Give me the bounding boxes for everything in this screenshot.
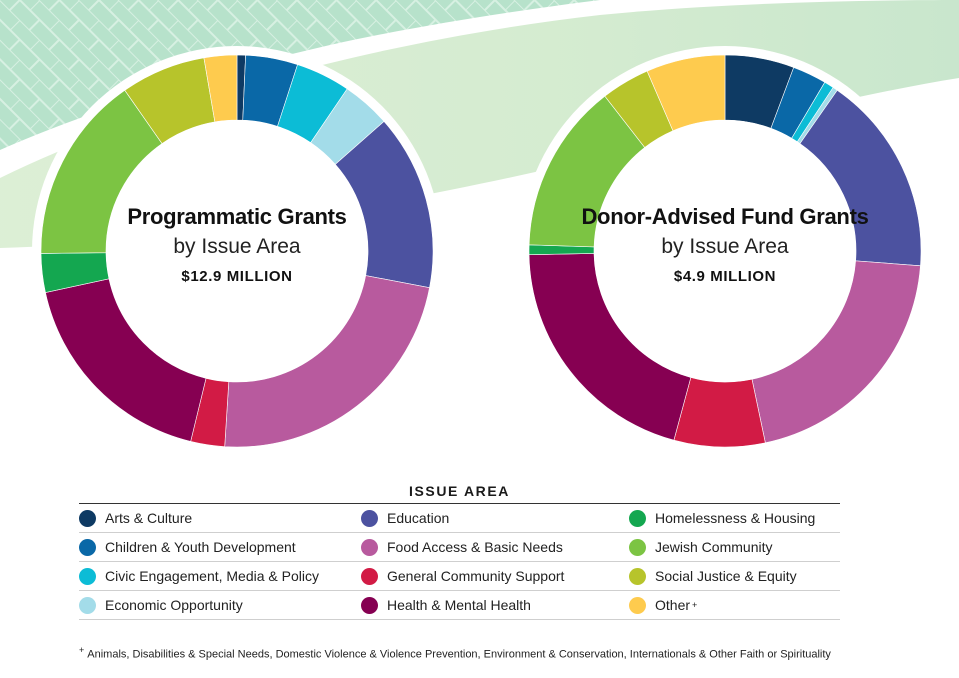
legend-label: Food Access & Basic Needs xyxy=(387,539,563,555)
footnote: + Animals, Disabilities & Special Needs, … xyxy=(79,645,831,661)
legend-item-arts: Arts & Culture xyxy=(79,509,361,527)
legend-item-general: General Community Support xyxy=(361,567,629,585)
chart-title: Donor-Advised Fund Grants xyxy=(581,204,869,229)
donut-hole xyxy=(594,120,856,382)
legend-item-civic: Civic Engagement, Media & Policy xyxy=(79,567,361,585)
legend-item-children: Children & Youth Development xyxy=(79,538,361,556)
legend-row: Children & Youth Development Food Access … xyxy=(79,533,840,562)
legend-swatch-civic xyxy=(79,567,96,585)
legend-item-food: Food Access & Basic Needs xyxy=(361,538,629,556)
legend-label: Health & Mental Health xyxy=(387,597,531,613)
legend-label: Civic Engagement, Media & Policy xyxy=(105,568,319,584)
legend-label: Economic Opportunity xyxy=(105,597,243,613)
legend-swatch-health xyxy=(361,596,378,614)
legend-item-social: Social Justice & Equity xyxy=(629,567,840,585)
programmatic-donut xyxy=(32,46,442,456)
chart-subtitle: by Issue Area xyxy=(173,235,301,258)
daf-center-label: Donor-Advised Fund Grants by Issue Area … xyxy=(575,201,875,288)
legend-label: Education xyxy=(387,510,450,526)
legend-grid: Arts & Culture Education Homelessness & Ho… xyxy=(79,504,840,620)
chart-total: $12.9 MILLION xyxy=(181,268,293,285)
legend-item-economic: Economic Opportunity xyxy=(79,596,361,614)
legend-item-homelessness: Homelessness & Housing xyxy=(629,509,840,527)
legend-item-health: Health & Mental Health xyxy=(361,596,629,614)
donut-hole xyxy=(106,120,368,382)
chart-total: $4.9 MILLION xyxy=(673,268,777,285)
legend-swatch-social xyxy=(629,567,646,585)
legend-swatch-general xyxy=(361,567,378,585)
legend-row: Economic Opportunity Health & Mental Heal… xyxy=(79,591,840,620)
legend-swatch-economic xyxy=(79,596,96,614)
legend-swatch-homelessness xyxy=(629,509,646,527)
legend-swatch-food xyxy=(361,538,378,556)
legend-label: Jewish Community xyxy=(655,539,773,555)
footnote-mark: + xyxy=(79,645,85,655)
footnote-text: Animals, Disabilities & Special Needs, D… xyxy=(87,648,831,661)
tile-pattern-area xyxy=(0,0,600,150)
programmatic-center-label: Programmatic Grants by Issue Area $12.9 … xyxy=(87,201,387,288)
chart-title: Programmatic Grants xyxy=(127,204,347,229)
legend: ISSUE AREA Arts & Culture Education Homele… xyxy=(79,483,840,620)
legend-label: Social Justice & Equity xyxy=(655,568,797,584)
legend-row: Civic Engagement, Media & Policy General … xyxy=(79,562,840,591)
daf-donut xyxy=(520,46,930,456)
legend-swatch-arts xyxy=(79,509,96,527)
legend-item-other: Other + xyxy=(629,596,840,614)
legend-divider xyxy=(79,503,840,504)
legend-swatch-education xyxy=(361,509,378,527)
legend-swatch-other xyxy=(629,596,646,614)
legend-label: Other xyxy=(655,597,691,613)
legend-item-jewish: Jewish Community xyxy=(629,538,840,556)
legend-swatch-children xyxy=(79,538,96,556)
legend-title: ISSUE AREA xyxy=(408,483,511,499)
programmatic-grants-chart: Programmatic Grants by Issue Area $12.9 … xyxy=(32,46,442,456)
legend-label: Homelessness & Housing xyxy=(655,510,816,526)
legend-label: General Community Support xyxy=(387,568,565,584)
legend-row: Arts & Culture Education Homelessness & Ho… xyxy=(79,504,840,533)
chart-subtitle: by Issue Area xyxy=(661,235,789,258)
legend-label: Arts & Culture xyxy=(105,510,193,526)
legend-swatch-jewish xyxy=(629,538,646,556)
legend-label: Children & Youth Development xyxy=(105,539,296,555)
daf-grants-chart: Donor-Advised Fund Grants by Issue Area … xyxy=(520,46,930,456)
legend-sup-mark: + xyxy=(692,600,698,610)
legend-item-education: Education xyxy=(361,509,629,527)
